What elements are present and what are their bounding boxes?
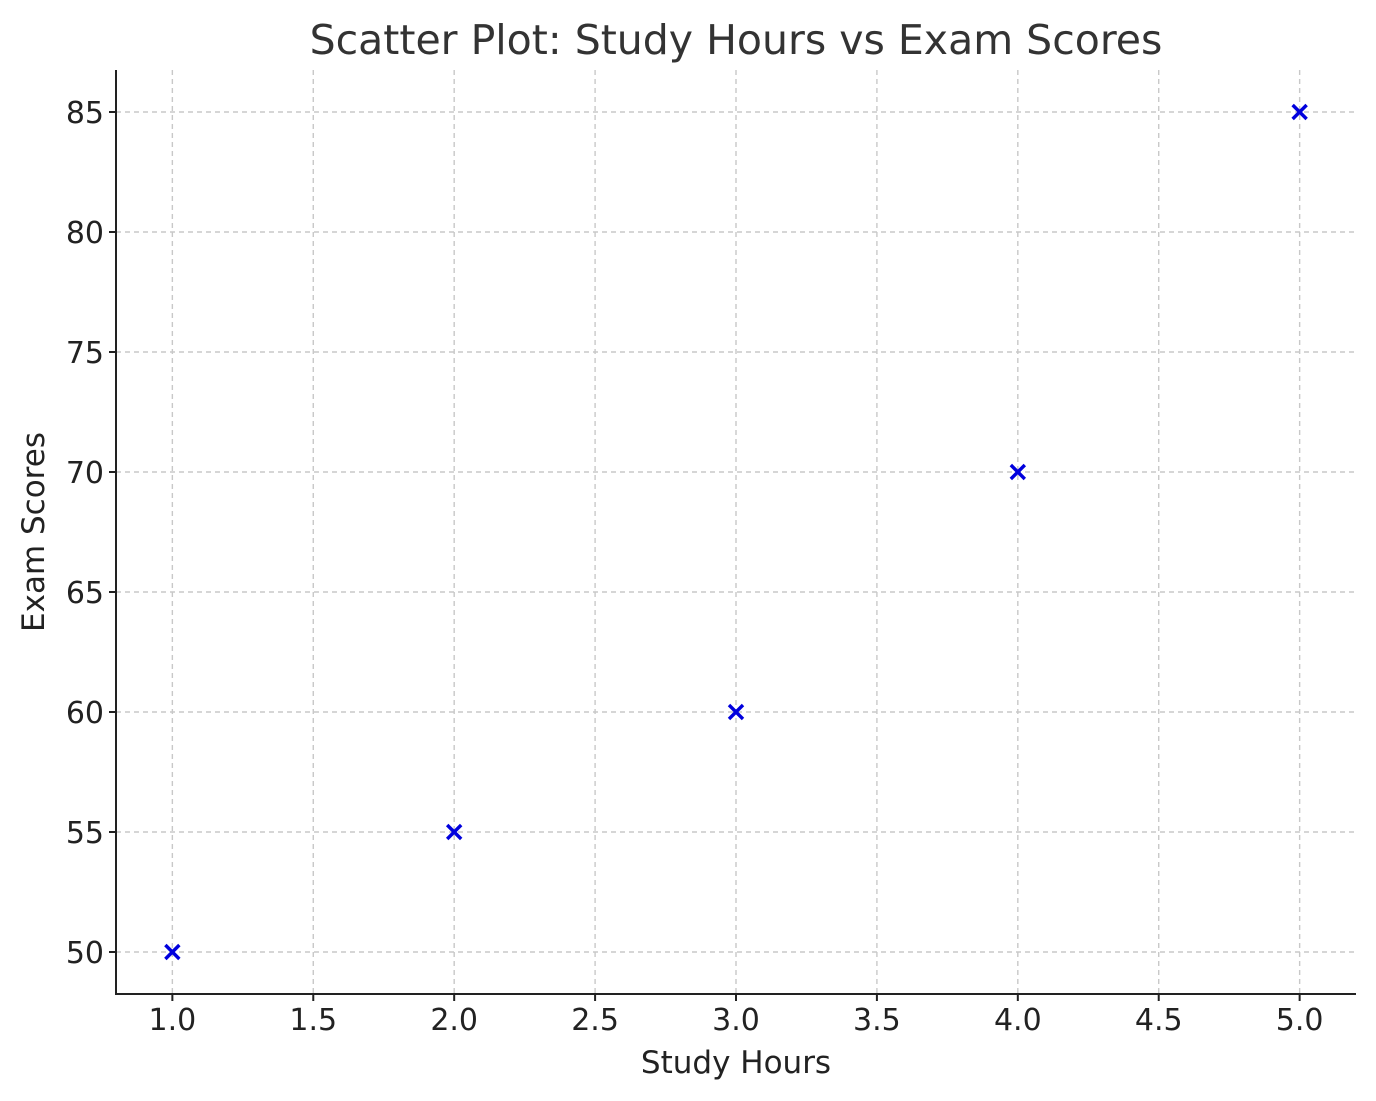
data-points [164, 103, 1308, 961]
x-tick-label: 1.0 [149, 1003, 197, 1038]
y-axis-label: Exam Scores [16, 432, 52, 632]
y-tick-label: 55 [66, 816, 104, 851]
scatter-point [164, 943, 181, 961]
x-tick-label: 5.0 [1276, 1003, 1324, 1038]
x-tick-label: 3.0 [712, 1003, 760, 1038]
y-tick-label: 60 [66, 696, 104, 731]
y-tick-label: 70 [66, 456, 104, 491]
y-tick-label: 85 [66, 96, 104, 131]
x-gridlines [171, 70, 1301, 994]
scatter-point [1291, 103, 1308, 121]
x-tick-label: 4.5 [1135, 1003, 1183, 1038]
x-tick-label: 1.5 [289, 1003, 337, 1038]
x-tick-label: 3.5 [853, 1003, 901, 1038]
y-axis-ticks: 50 55 60 65 70 75 80 85 [66, 96, 116, 971]
x-axis-ticks: 1.0 1.5 2.0 2.5 3.0 3.5 4.0 4.5 5.0 [149, 994, 1324, 1038]
y-tick-label: 65 [66, 576, 104, 611]
y-tick-label: 75 [66, 336, 104, 371]
y-tick-label: 50 [66, 936, 104, 971]
x-tick-label: 2.5 [571, 1003, 619, 1038]
x-tick-label: 4.0 [994, 1003, 1042, 1038]
y-tick-label: 80 [66, 216, 104, 251]
scatter-point [445, 823, 463, 841]
x-axis-label: Study Hours [641, 1045, 831, 1081]
x-tick-label: 2.0 [430, 1003, 478, 1038]
scatter-point [727, 703, 745, 721]
scatter-point [1009, 463, 1027, 481]
chart-title: Scatter Plot: Study Hours vs Exam Scores [310, 16, 1163, 64]
